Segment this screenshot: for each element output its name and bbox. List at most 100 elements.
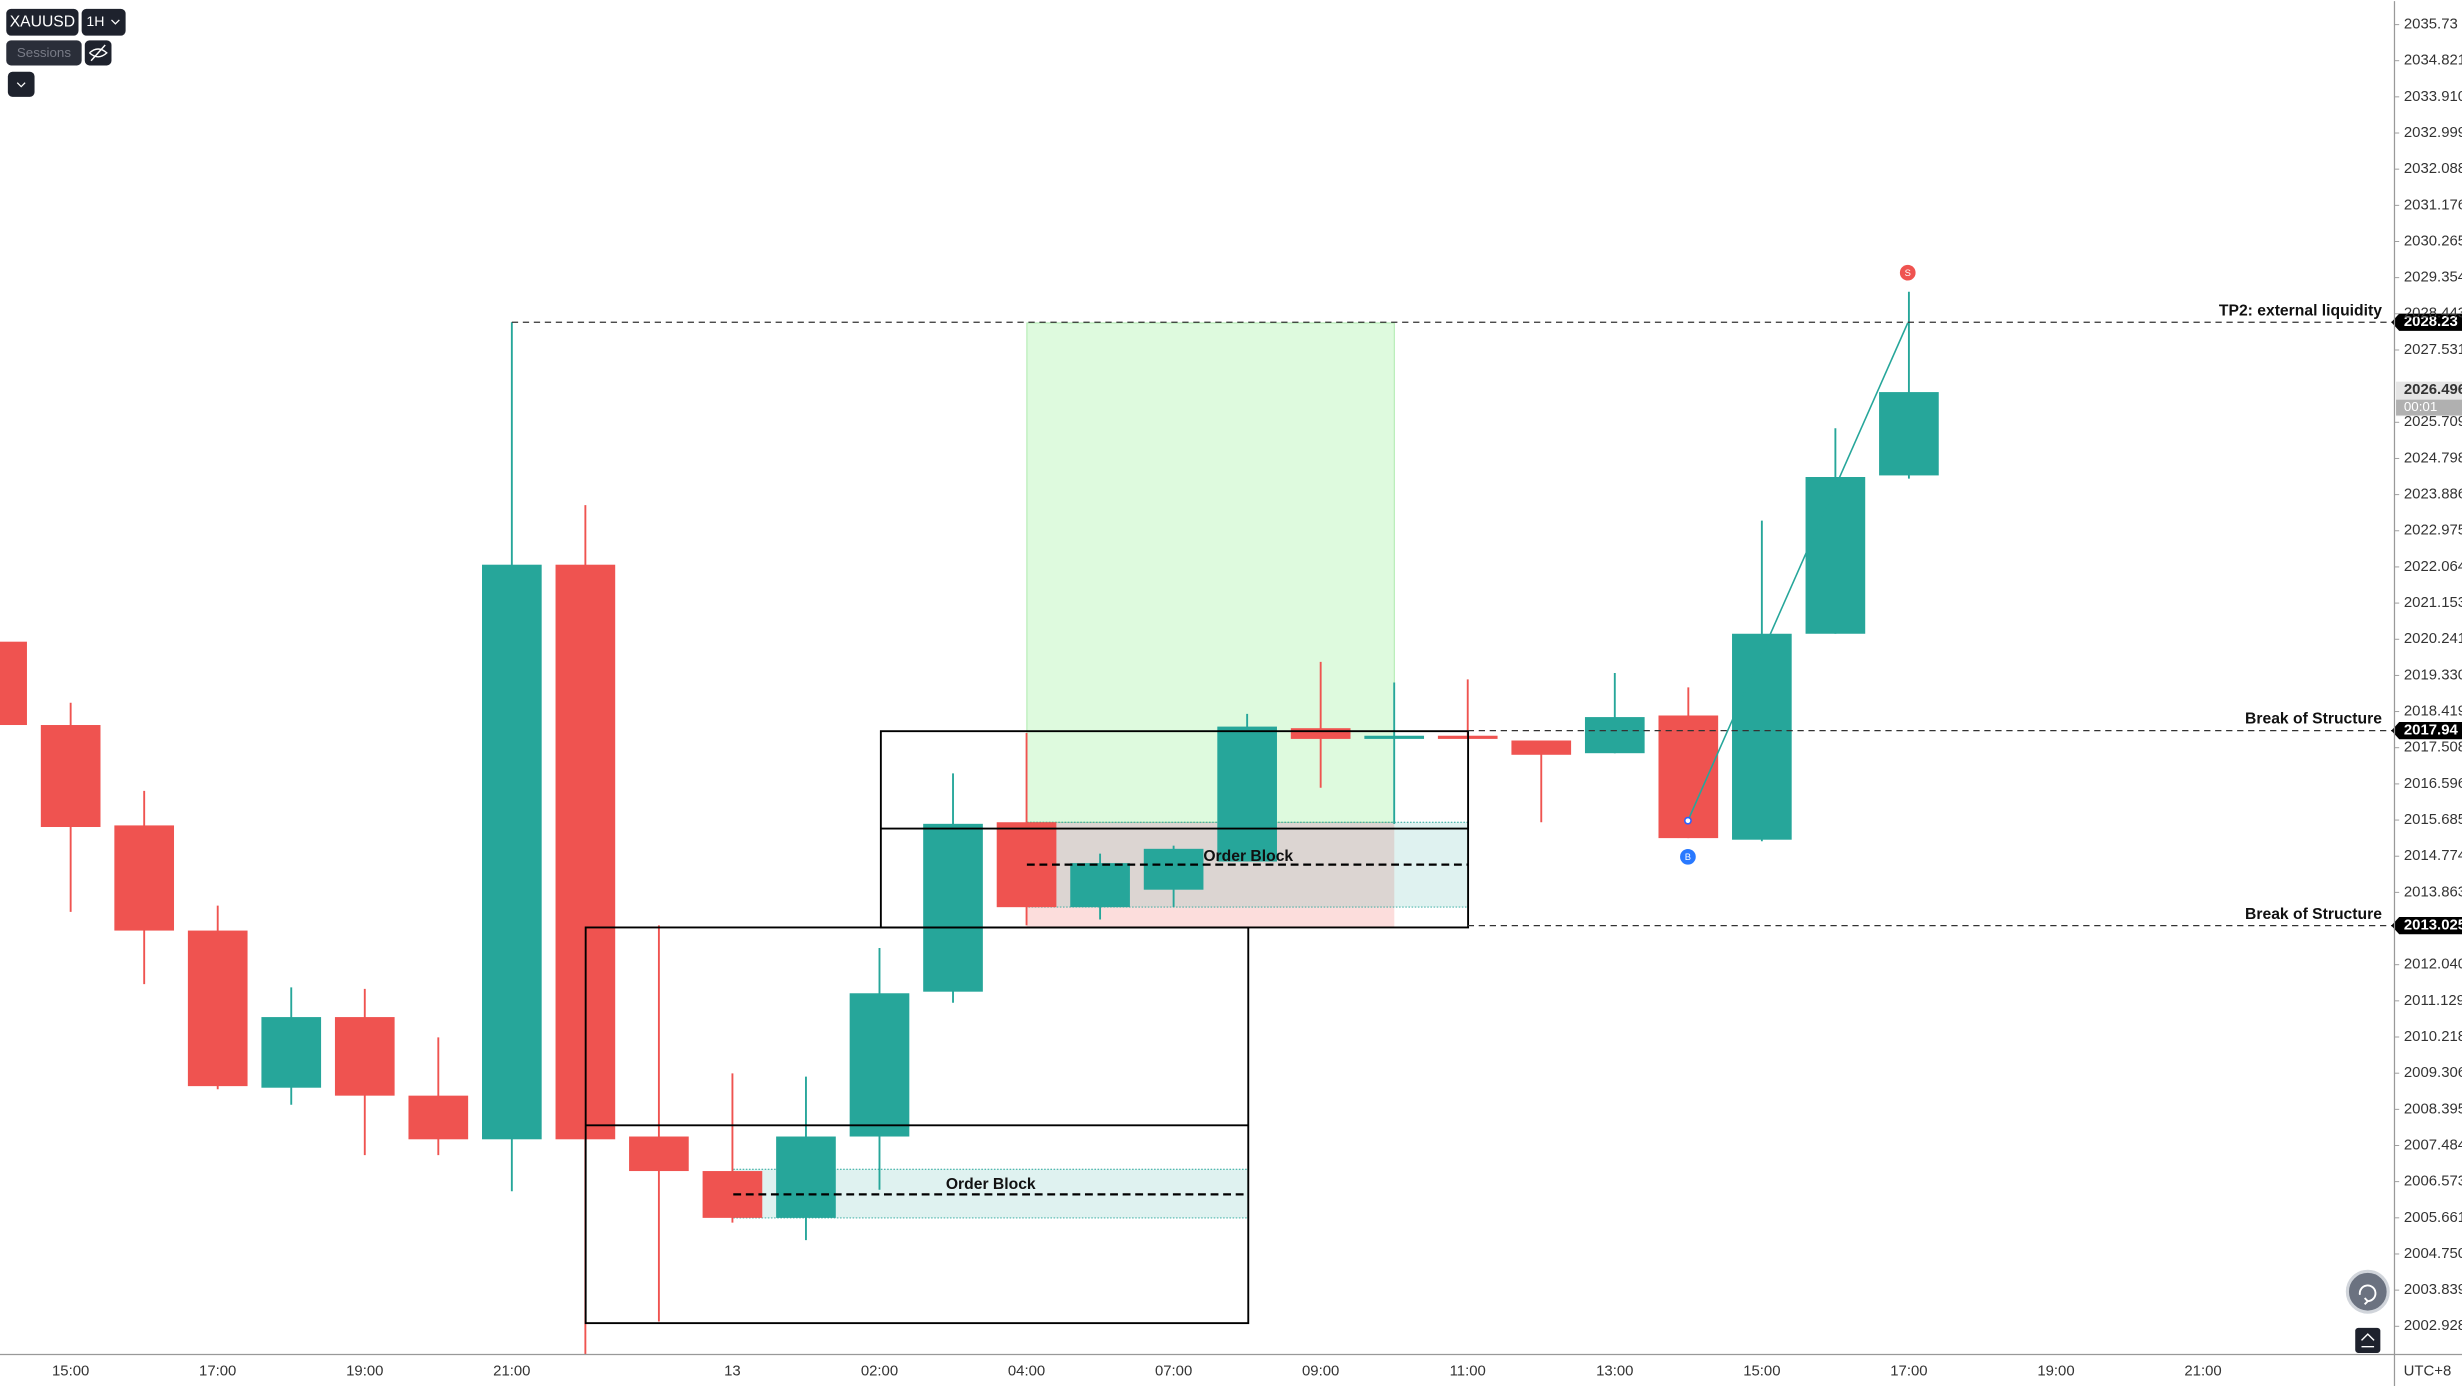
y-tick-label: 2033.910 [2404,89,2462,105]
candle-body [1143,848,1204,890]
price-axis: 2035.73 2034.821 2033.910 2032.999 2032.088 2… [2394,17,2462,1334]
y-tick-label: 2017.508 [2404,740,2462,756]
price-tag [2391,313,2462,331]
y-tick-label: 2016.596 [2404,776,2462,792]
candle-body [1511,740,1572,755]
candle-body [0,641,27,726]
y-tick-label: 2003.839 [2404,1282,2462,1298]
y-tick-label: 2006.573 [2404,1174,2462,1190]
marker-label: B [1685,851,1691,862]
sessions: Sessions [17,45,71,60]
candle-body [776,1136,836,1218]
y-tick-label: 2013.863 [2404,884,2462,900]
candle-body [1732,633,1792,840]
time-axis: 15:00 17:00 19:00 21:00 13 02:00 04:00 07:00 09:… [52,1364,2222,1380]
y-tick-label: 2025.709 [2404,414,2462,430]
x-tick-label: 19:00 [2037,1364,2074,1380]
y-tick-label: 2014.774 [2404,848,2462,864]
countdown-bg [2396,399,2462,416]
drawings: Order Block Order Block S B [584,264,1916,1325]
y-tick-label: 2024.798 [2404,450,2462,466]
marker-label: S [1905,267,1911,278]
candle-body [849,993,910,1137]
candle-body [996,822,1057,908]
y-tick-label: 2019.330 [2404,667,2462,683]
y-tick-label: 2031.176 [2404,197,2462,213]
y-tick-label: 2022.064 [2404,559,2462,575]
candle-body [629,1136,689,1172]
candle-body [1879,392,1939,476]
y-tick-label: 2007.484 [2404,1137,2462,1153]
symbol-button[interactable] [6,8,79,36]
levels: TP2: external liquidity 2028.23 Break of S… [511,302,2462,935]
x-tick-label: 21:00 [493,1364,530,1380]
price-tag-label: 2028.23 [2404,314,2458,330]
candle-body [114,825,175,931]
y-tick-label: 2032.088 [2404,161,2462,177]
buy-marker [1680,848,1696,865]
y-tick-label: 2021.153 [2404,595,2462,611]
y-tick-label: 2002.928 [2404,1318,2462,1334]
y-tick-label: 2022.975 [2404,523,2462,539]
y-tick-label: 2015.685 [2404,812,2462,828]
sessions-button[interactable] [6,40,82,66]
y-tick-label: 2034.821 [2404,53,2462,69]
x-tick-label: 21:00 [2184,1364,2221,1380]
level-label: Break of Structure [2245,711,2382,728]
x-tick-label: 11:00 [1450,1364,1486,1380]
symbol: XAUUSD [10,13,75,30]
candle-body [923,823,983,992]
target-zone [1026,322,1395,823]
sell-marker [1899,264,1916,281]
y-tick-label: 2027.531 [2404,342,2462,358]
y-tick-label: 2005.661 [2404,1210,2462,1226]
y-tick-label: 2010.218 [2404,1029,2462,1045]
candle-body [1364,735,1425,739]
price-tag [2391,916,2462,935]
x-tick-label: 13:00 [1596,1364,1633,1380]
price-tag-label: 2017.94 [2404,723,2459,739]
x-tick-label: 13 [724,1364,741,1380]
x-tick-label: 15:00 [52,1364,89,1380]
countdown: 00:01 [2404,399,2437,414]
y-tick-label: 2004.750 [2404,1246,2462,1262]
y-tick-label: 2028.443 [2404,306,2462,322]
x-tick-label: 04:00 [1008,1364,1045,1380]
price-tag-label: 2013.025 [2404,918,2462,934]
y-tick-label: 2029.354 [2404,270,2462,286]
auto-scale-button[interactable] [2355,1327,2381,1353]
level-label: Break of Structure [2245,906,2382,923]
x-tick-label: 07:00 [1155,1364,1192,1380]
chevron [111,19,120,25]
candle-body [1070,863,1130,908]
candle-body [1584,717,1645,754]
y-tick-label: 2012.040 [2404,957,2462,973]
y-tick-label: 2011.129 [2404,993,2462,1009]
interval: 1H [86,13,104,29]
candle-body [1217,726,1277,862]
annotation: Order Block [946,1176,1036,1193]
entry-dot [1683,816,1692,825]
candle-body [187,930,248,1087]
x-tick-label: 17:00 [1890,1364,1927,1380]
toolbar: XAUUSD 1H Sessions [6,8,126,97]
chevron [16,82,26,88]
y-tick-label: 2018.419 [2404,704,2462,720]
x-tick-label: 15:00 [1743,1364,1780,1380]
candle-body [334,1017,395,1096]
annotation: Order Block [1203,848,1293,865]
x-tick-label: 09:00 [1302,1364,1339,1380]
eye-icon [89,44,108,62]
replay-button[interactable] [2345,1269,2390,1314]
candle-body [40,725,101,828]
x-tick-label: 17:00 [199,1364,236,1380]
replay-icon [2358,1284,2377,1305]
level-label: TP2: external liquidity [2219,302,2382,319]
interval-button[interactable] [81,8,126,36]
collapse-button[interactable] [7,71,35,97]
candles [0,291,1939,1355]
candle-body [482,564,542,1140]
y-tick-label: 2008.395 [2404,1101,2462,1117]
y-tick-label: 2009.306 [2404,1065,2462,1081]
